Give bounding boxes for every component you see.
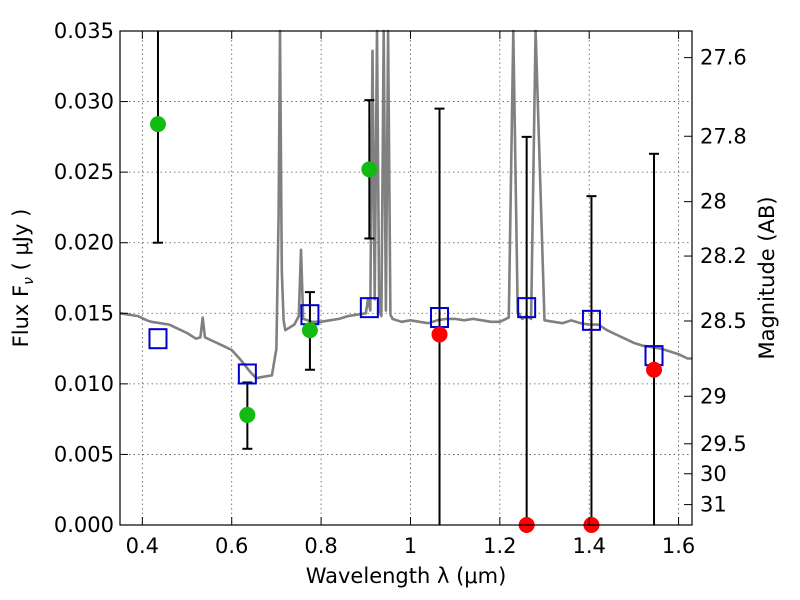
x-tick-label: 0.6	[215, 534, 248, 558]
y-axis-title: Flux Fν ( μJy )	[9, 209, 37, 348]
y2-axis-title: Magnitude (AB)	[755, 196, 779, 359]
detection-point	[239, 406, 256, 423]
y-tick-label: 0.010	[54, 372, 114, 396]
model-square	[237, 363, 257, 385]
detection-point	[361, 161, 378, 178]
upper-limit-point	[431, 326, 448, 343]
y-tick-label: 0.025	[54, 160, 114, 184]
y-axis: 0.000 0.005 0.010 0.015 0.020 0.025 0.030 0.035	[54, 19, 128, 537]
spectrum-series	[119, 29, 692, 380]
y2-tick-label: 28.5	[700, 309, 747, 333]
y2-tick-label: 28	[700, 190, 727, 214]
model-square-markers	[148, 297, 664, 385]
x-tick-label: 1.6	[662, 534, 695, 558]
x-tick-label: 0.8	[304, 534, 337, 558]
y2-tick-label: 29	[700, 384, 727, 408]
x-axis: 0.4 0.6 0.8 1 1.2 1.4 1.6	[126, 31, 695, 558]
model-square	[148, 328, 168, 350]
model-square	[359, 297, 379, 319]
detection-point	[301, 322, 318, 339]
x-axis-title: Wavelength λ (μm)	[306, 564, 507, 588]
y-tick-label: 0.000	[54, 513, 114, 537]
y2-tick-label: 28.2	[700, 244, 747, 268]
grid-lines	[120, 30, 692, 526]
y2-tick-label: 30	[700, 462, 727, 486]
model-square	[581, 309, 601, 331]
y-tick-label: 0.030	[54, 90, 114, 114]
x-tick-label: 0.4	[126, 534, 159, 558]
y-tick-label: 0.035	[54, 19, 114, 43]
y-tick-label: 0.020	[54, 231, 114, 255]
plot-frame	[119, 30, 693, 526]
y-axis-title-sub: ν	[21, 277, 37, 285]
y2-axis: 27.6 27.8 28 28.2 28.5 29 29.5 30 31	[684, 46, 747, 517]
error-bars	[152, 31, 660, 525]
y2-tick-label: 27.8	[700, 124, 747, 148]
x-tick-label: 1	[404, 534, 417, 558]
detection-point	[149, 116, 166, 133]
upper-limit-point	[646, 361, 663, 378]
y2-tick-label: 31	[700, 493, 727, 517]
y-axis-title-unit: ( μJy )	[9, 209, 33, 277]
y-tick-label: 0.005	[54, 442, 114, 466]
y-tick-label: 0.015	[54, 301, 114, 325]
spectrum-line	[119, 29, 692, 380]
y2-tick-label: 29.5	[700, 432, 747, 456]
y-axis-title-main: Flux F	[9, 285, 33, 347]
y2-tick-label: 27.6	[700, 46, 747, 70]
detection-markers	[149, 116, 663, 533]
model-square	[517, 297, 537, 319]
x-tick-label: 1.2	[483, 534, 516, 558]
x-tick-label: 1.4	[573, 534, 606, 558]
